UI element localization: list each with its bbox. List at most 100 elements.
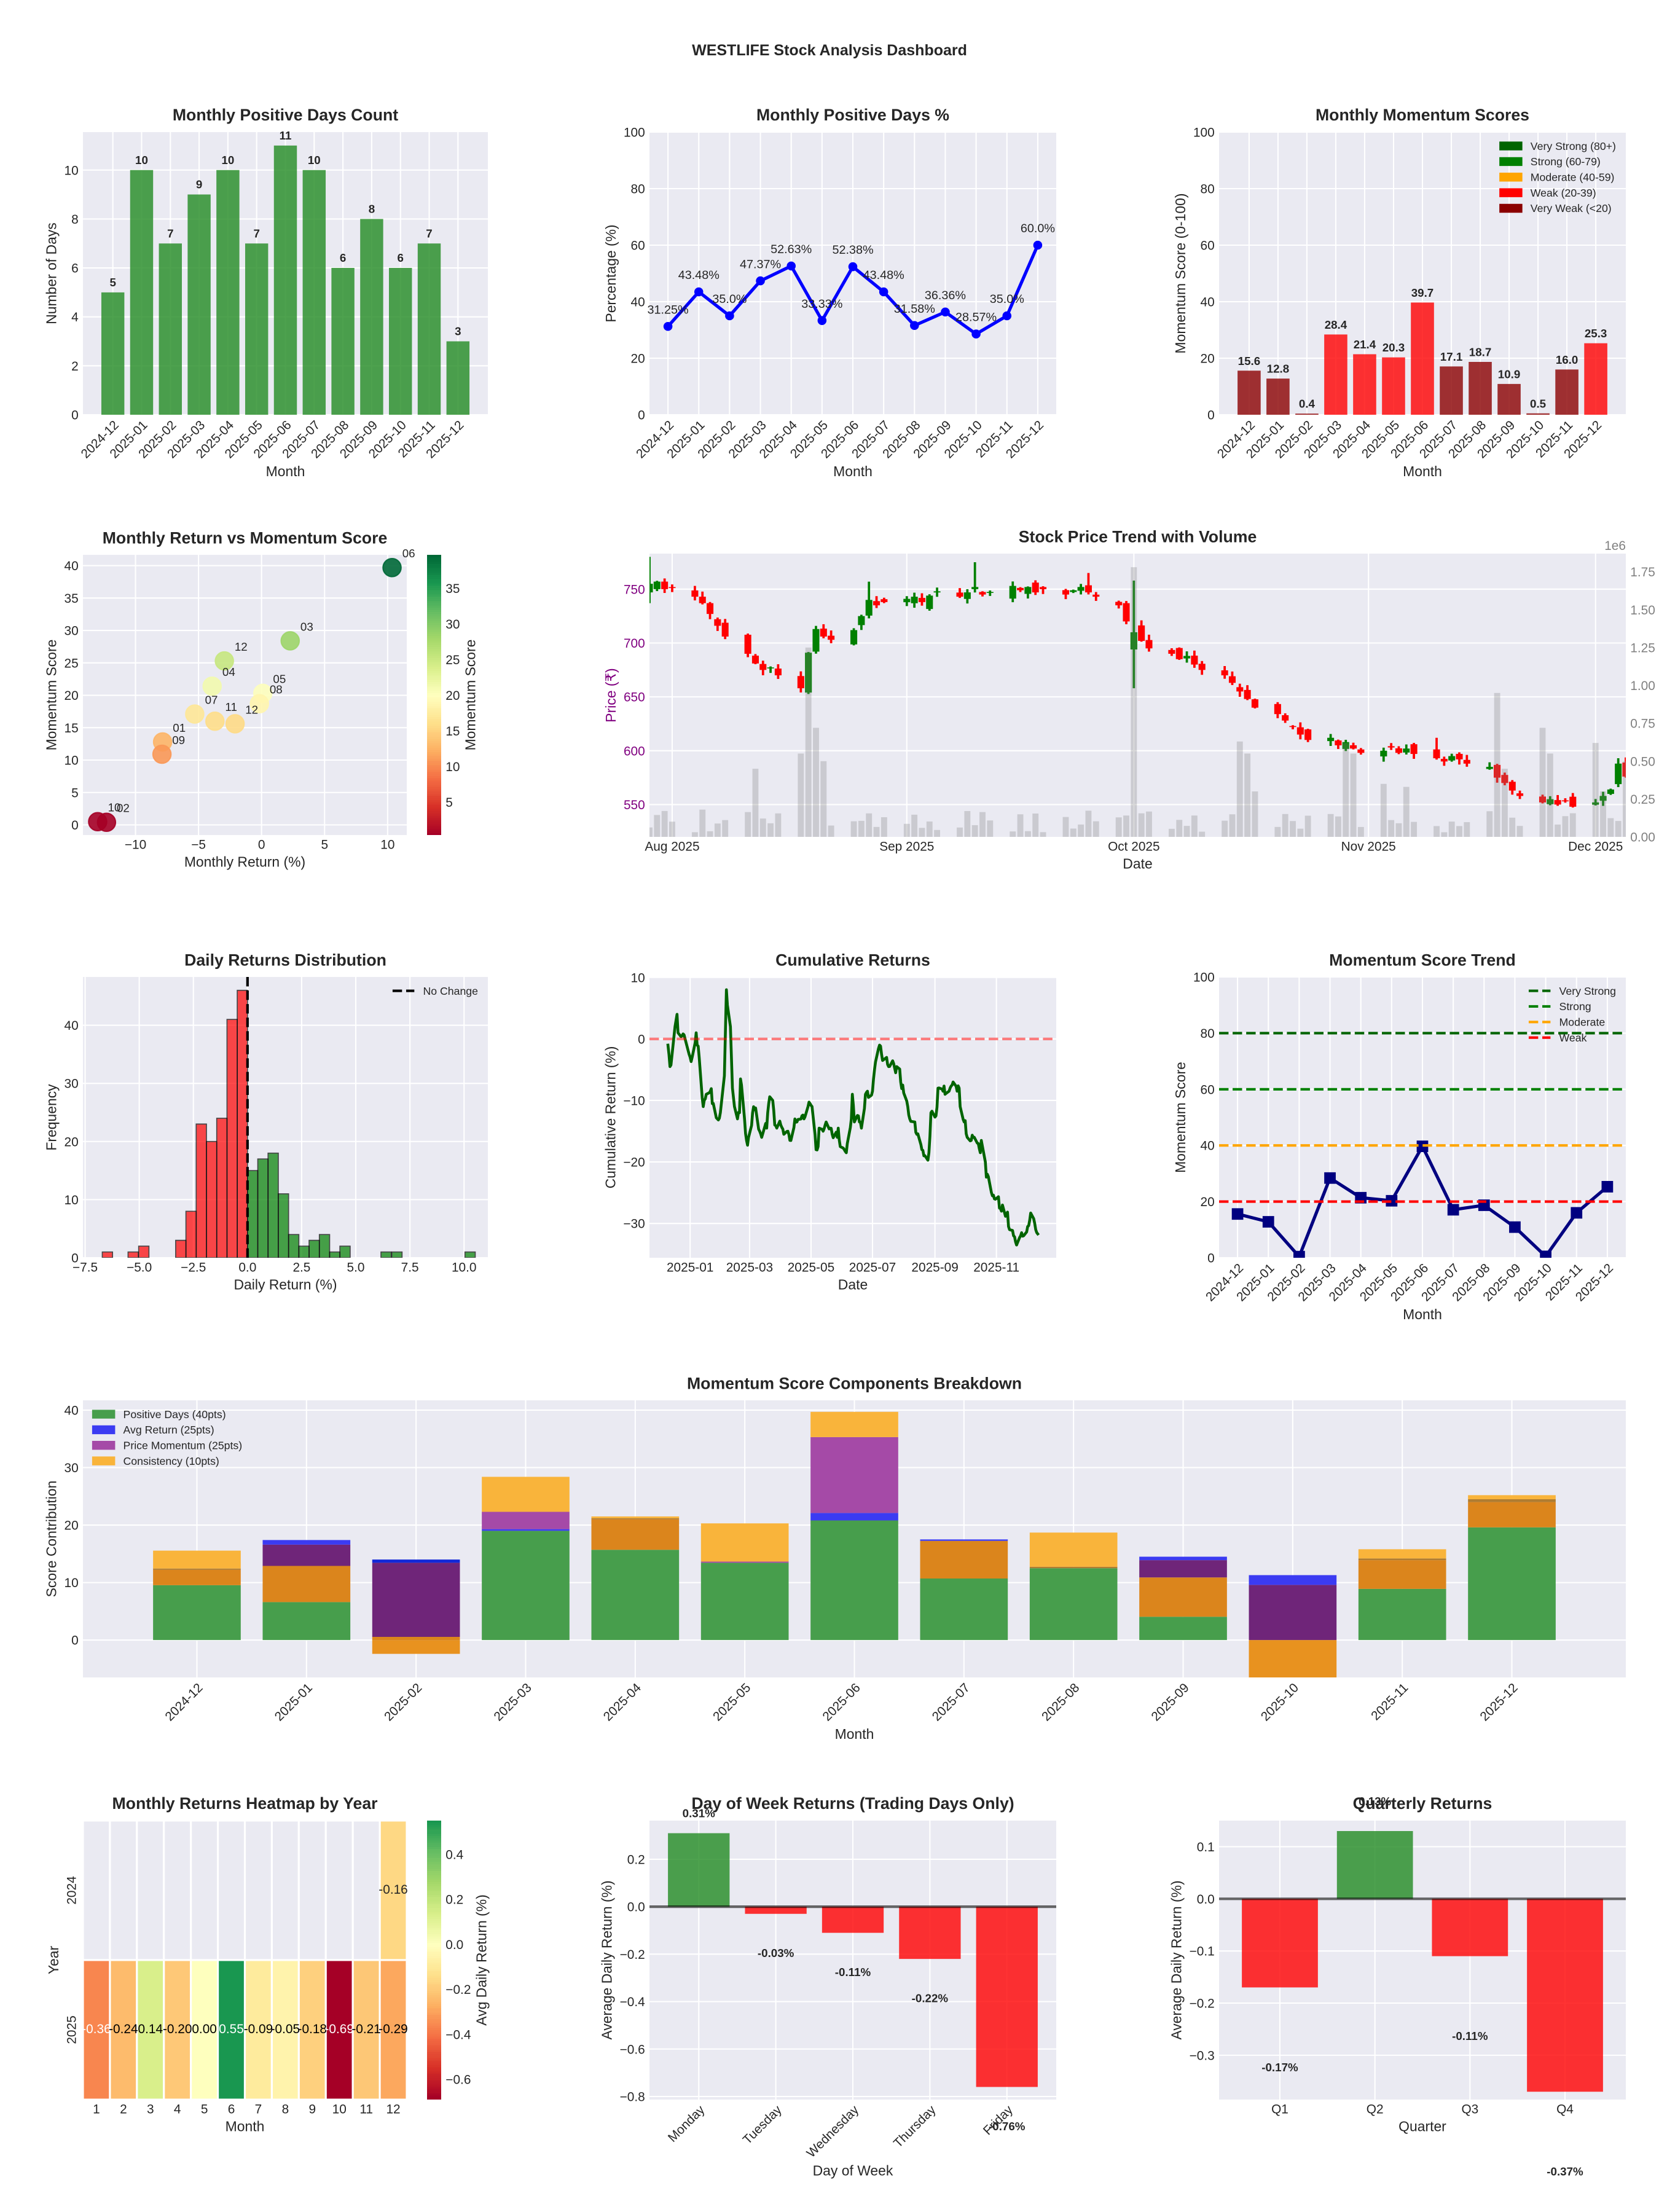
svg-text:7: 7 <box>167 227 173 240</box>
svg-text:30: 30 <box>65 624 79 638</box>
svg-text:40: 40 <box>65 1403 79 1418</box>
svg-text:60.0%: 60.0% <box>1021 222 1055 235</box>
svg-text:20: 20 <box>65 689 79 703</box>
svg-text:−5.0: −5.0 <box>127 1260 152 1274</box>
svg-text:20: 20 <box>1201 352 1215 366</box>
svg-text:40: 40 <box>65 559 79 573</box>
svg-text:35.0%: 35.0% <box>712 292 747 306</box>
svg-text:1: 1 <box>93 2102 100 2116</box>
svg-text:-0.37%: -0.37% <box>1547 2165 1583 2178</box>
svg-text:0.00: 0.00 <box>1630 831 1655 845</box>
svg-text:−5: −5 <box>191 837 206 852</box>
svg-text:Price (₹): Price (₹) <box>603 668 619 722</box>
svg-text:0.55: 0.55 <box>219 2022 244 2036</box>
svg-text:52.63%: 52.63% <box>771 243 812 256</box>
svg-text:60: 60 <box>1201 239 1215 253</box>
svg-text:550: 550 <box>624 798 645 812</box>
svg-text:Cumulative Return (%): Cumulative Return (%) <box>602 1046 618 1189</box>
svg-text:−10: −10 <box>623 1094 645 1108</box>
svg-text:10: 10 <box>332 2102 347 2116</box>
svg-text:Q3: Q3 <box>1461 2102 1478 2116</box>
svg-text:750: 750 <box>624 582 645 597</box>
svg-text:11: 11 <box>359 2102 373 2116</box>
svg-text:Month: Month <box>1403 463 1442 479</box>
svg-text:700: 700 <box>624 637 645 651</box>
svg-text:11: 11 <box>280 129 292 142</box>
svg-text:8: 8 <box>71 213 79 227</box>
svg-text:0.2: 0.2 <box>627 1853 645 1867</box>
svg-text:−0.3: −0.3 <box>1190 2049 1215 2063</box>
svg-text:5: 5 <box>321 837 328 852</box>
svg-text:2025-05: 2025-05 <box>788 1260 834 1274</box>
svg-text:Q2: Q2 <box>1367 2102 1384 2116</box>
svg-text:10: 10 <box>221 154 234 167</box>
svg-text:15: 15 <box>445 724 460 739</box>
svg-text:Very Strong (80+): Very Strong (80+) <box>1531 140 1616 152</box>
svg-text:20: 20 <box>445 689 460 703</box>
svg-text:-0.69: -0.69 <box>324 2022 353 2036</box>
svg-text:Momentum Score: Momentum Score <box>43 640 59 751</box>
svg-text:10: 10 <box>380 837 394 852</box>
svg-text:10: 10 <box>65 754 79 768</box>
svg-text:36.36%: 36.36% <box>925 289 966 302</box>
svg-text:47.37%: 47.37% <box>740 257 781 271</box>
svg-text:0: 0 <box>71 1634 79 1648</box>
svg-text:02: 02 <box>117 802 130 815</box>
svg-text:9: 9 <box>196 178 202 191</box>
svg-text:2025-07: 2025-07 <box>849 1260 896 1274</box>
svg-text:0.0: 0.0 <box>238 1260 256 1274</box>
svg-text:15.6: 15.6 <box>1238 355 1261 367</box>
svg-text:0.1: 0.1 <box>1197 1840 1215 1854</box>
svg-text:Momentum Score: Momentum Score <box>462 640 478 751</box>
svg-text:40: 40 <box>1201 1139 1215 1153</box>
svg-text:25: 25 <box>65 656 79 670</box>
svg-text:4: 4 <box>71 310 79 324</box>
svg-text:10.0: 10.0 <box>452 1260 477 1274</box>
svg-text:6: 6 <box>397 251 403 264</box>
svg-text:30: 30 <box>65 1077 79 1091</box>
svg-text:8: 8 <box>369 203 375 216</box>
svg-text:0.4: 0.4 <box>445 1848 463 1862</box>
svg-text:0.2: 0.2 <box>445 1893 463 1907</box>
svg-text:12.8: 12.8 <box>1267 363 1290 375</box>
svg-text:Moderate (40-59): Moderate (40-59) <box>1531 171 1615 183</box>
svg-text:Frequency: Frequency <box>43 1084 59 1151</box>
svg-text:Stock Price Trend with Volume: Stock Price Trend with Volume <box>1019 527 1257 546</box>
svg-text:9: 9 <box>308 2102 316 2116</box>
svg-text:Quarter: Quarter <box>1398 2119 1446 2135</box>
svg-text:43.48%: 43.48% <box>863 269 904 282</box>
svg-text:2.5: 2.5 <box>292 1260 310 1274</box>
svg-text:33.33%: 33.33% <box>801 297 842 311</box>
svg-text:20: 20 <box>1201 1195 1215 1209</box>
svg-text:7: 7 <box>426 227 432 240</box>
svg-text:Month: Month <box>833 463 873 479</box>
svg-text:4: 4 <box>174 2102 181 2116</box>
svg-text:10: 10 <box>65 1576 79 1590</box>
svg-text:Aug 2025: Aug 2025 <box>645 839 699 853</box>
svg-text:0.50: 0.50 <box>1630 755 1655 769</box>
svg-text:8: 8 <box>282 2102 289 2116</box>
svg-text:60: 60 <box>631 239 645 253</box>
svg-text:05: 05 <box>273 673 286 686</box>
svg-text:20.3: 20.3 <box>1382 341 1405 354</box>
svg-text:Monthly Return (%): Monthly Return (%) <box>184 854 305 870</box>
svg-text:6: 6 <box>228 2102 235 2116</box>
svg-text:0.13%: 0.13% <box>1359 1795 1391 1808</box>
svg-text:30: 30 <box>65 1461 79 1475</box>
svg-text:−0.4: −0.4 <box>620 1995 645 2009</box>
svg-text:0: 0 <box>71 1252 79 1266</box>
svg-text:39.7: 39.7 <box>1411 286 1434 299</box>
svg-text:35: 35 <box>445 582 460 596</box>
svg-text:Nov 2025: Nov 2025 <box>1341 839 1396 853</box>
svg-text:0: 0 <box>71 818 79 833</box>
svg-text:Score Contribution: Score Contribution <box>43 1481 59 1598</box>
svg-text:Average Daily Return (%): Average Daily Return (%) <box>598 1880 614 2039</box>
svg-text:Month: Month <box>266 463 305 479</box>
svg-text:03: 03 <box>300 620 313 633</box>
svg-text:16.0: 16.0 <box>1556 353 1579 366</box>
svg-text:09: 09 <box>172 734 185 747</box>
svg-text:−0.6: −0.6 <box>620 2042 645 2057</box>
svg-text:10: 10 <box>445 760 460 774</box>
svg-text:Momentum Score Components Brea: Momentum Score Components Breakdown <box>687 1374 1022 1392</box>
svg-text:-0.20: -0.20 <box>163 2022 192 2036</box>
